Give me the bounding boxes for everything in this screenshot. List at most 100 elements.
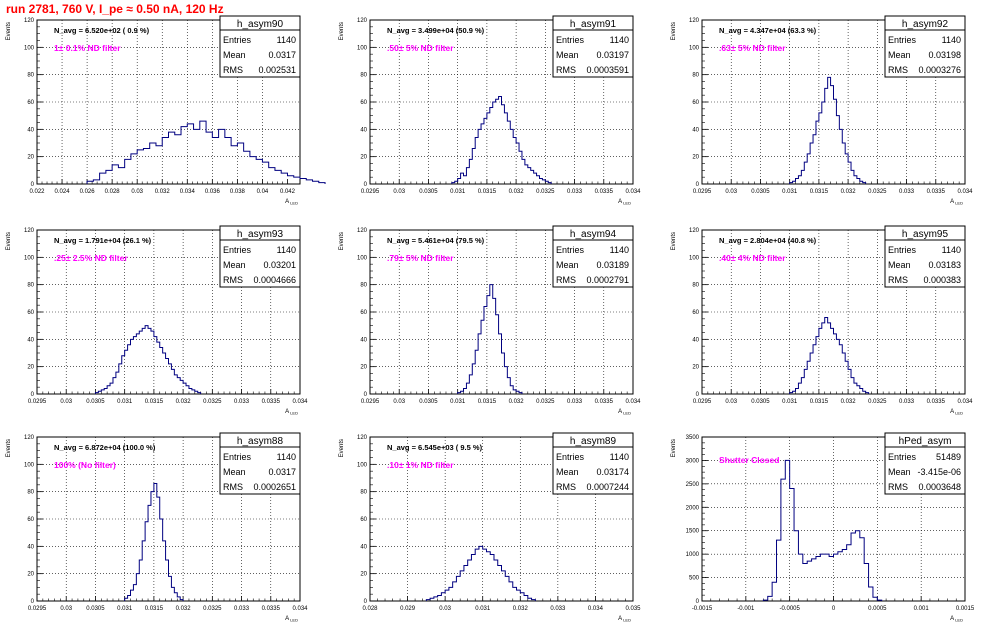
y-tick-label: 40 [360,127,367,133]
stat-value: 0.03198 [928,50,961,60]
x-tick-label: 0.0315 [478,189,497,195]
x-tick-label: 0.032 [509,189,525,195]
stat-label: RMS [556,482,576,492]
histogram-series [789,316,870,394]
y-axis-label: Events [671,22,677,40]
x-axis-label: A LED [618,616,631,622]
y-tick-label: 80 [692,73,699,79]
stat-value: 0.0317 [268,467,296,477]
stat-value: 0.03183 [928,260,961,270]
stat-value: 0.0317 [268,50,296,60]
y-tick-label: 20 [692,155,699,161]
histogram-panel-h_asym93: 0.0295 0.03 0.0305 0.031 0.0315 0.032 0.0325 0.… [6,225,308,416]
x-tick-label: 0.0295 [28,399,47,405]
filter-annotation: Shutter Closed [719,455,779,465]
y-tick-label: 60 [692,310,699,316]
histogram-name: h_asym90 [237,19,284,30]
stat-label: Mean [556,50,579,60]
navg-label: N_avg = 6.520e+02 ( 0.9 %) [54,26,150,35]
x-tick-label: 0.0335 [927,399,946,405]
stat-value: 0.0002651 [253,482,296,492]
histogram-name: h_asym93 [237,229,284,240]
x-tick-label: 0.0335 [262,606,281,612]
x-tick-label: 0.028 [105,189,121,195]
stat-label: RMS [223,482,243,492]
x-tick-label: 0.028 [362,606,378,612]
x-tick-label: 0.032 [841,399,857,405]
x-tick-label: 0.032 [155,189,171,195]
stat-label: Mean [888,467,911,477]
stat-value: -3.415e-06 [917,467,961,477]
x-tick-label: 0.0005 [868,606,887,612]
stats-box: h_asym88 Entries 1140 Mean 0.0317 RMS 0.000265… [219,432,301,495]
x-axis-label: A LED [285,616,298,622]
x-tick-label: 0.031 [117,399,133,405]
x-tick-label: 0.0295 [361,399,380,405]
y-tick-label: 60 [27,517,34,523]
y-tick-label: 0 [31,182,35,188]
stat-value: 1140 [277,35,296,45]
x-tick-label: 0.033 [567,189,583,195]
x-tick-label: 0.034 [957,399,973,405]
histogram-panel-h_asym90: 0.022 0.024 0.026 0.028 0.03 0.032 0.034 0.036 0… [6,15,326,206]
histogram-series [789,76,867,184]
histogram-name: h_asym92 [902,19,949,30]
y-tick-label: 500 [689,576,700,582]
x-tick-label: 0.03 [131,189,143,195]
x-tick-label: 0.0325 [203,399,222,405]
x-tick-label: 0.0315 [145,399,164,405]
stat-value: 0.0003648 [918,482,961,492]
stat-label: RMS [556,65,576,75]
x-tick-label: 0.034 [292,606,308,612]
x-tick-label: 0.0305 [751,189,770,195]
x-tick-label: 0.0305 [751,399,770,405]
y-tick-label: 0 [696,182,700,188]
histogram-series [86,120,326,184]
histogram-panel-h_asym91: 0.0295 0.03 0.0305 0.031 0.0315 0.032 0.0325 0.… [339,15,641,206]
histogram-series [451,96,552,184]
navg-label: N_avg = 3.499e+04 (50.9 %) [387,26,485,35]
stat-label: Entries [223,452,252,462]
x-axis-label: A LED [285,199,298,206]
navg-label: N_avg = 5.461e+04 (79.5 %) [387,236,485,245]
y-tick-label: 0 [696,392,700,398]
x-tick-label: 0.03 [393,399,405,405]
y-tick-label: 20 [360,365,367,371]
stats-box-frame [884,15,966,78]
stats-box-frame [219,15,301,78]
x-tick-label: 0.042 [280,189,296,195]
x-tick-label: 0.0335 [927,189,946,195]
y-tick-label: 100 [24,255,35,261]
y-tick-label: 120 [24,18,35,24]
stats-box: h_asym92 Entries 1140 Mean 0.03198 RMS 0.00032… [884,15,966,78]
y-tick-label: 20 [360,155,367,161]
histogram-panel-h_asym94: 0.0295 0.03 0.0305 0.031 0.0315 0.032 0.0325 0.… [339,225,641,416]
y-tick-label: 20 [360,572,367,578]
x-tick-label: 0.0325 [868,189,887,195]
histogram-series [457,284,523,394]
x-tick-label: 0.034 [180,189,196,195]
x-tick-label: 0.03 [439,606,451,612]
histogram-name: h_asym95 [902,229,949,240]
x-tick-label: 0.032 [513,606,529,612]
stats-box-frame [219,225,301,288]
y-tick-label: 100 [24,45,35,51]
filter-annotation: .50± 5% ND filter [387,43,454,53]
stat-value: 0.03197 [596,50,629,60]
stat-label: Entries [888,245,917,255]
y-tick-label: 20 [27,572,34,578]
x-tick-label: 0.03 [725,189,737,195]
x-tick-label: 0.0335 [262,399,281,405]
x-tick-label: 0.033 [567,399,583,405]
x-tick-label: 0.03 [393,189,405,195]
x-axis-label: A LED [618,199,631,206]
stat-label: Entries [556,245,585,255]
y-tick-label: 2500 [686,482,700,488]
stats-box: h_asym93 Entries 1140 Mean 0.03201 RMS 0.00046… [219,225,301,288]
y-tick-label: 100 [689,45,700,51]
stat-value: 0.03201 [263,260,296,270]
y-tick-label: 80 [27,73,34,79]
x-tick-label: 0.033 [899,189,915,195]
x-tick-label: 0.0305 [86,399,105,405]
